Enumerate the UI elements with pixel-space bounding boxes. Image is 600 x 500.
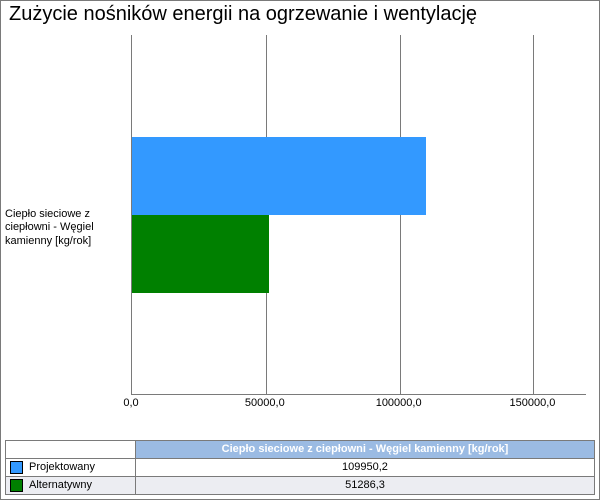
swatch-projektowany (10, 461, 23, 474)
bar-alternatywny (132, 215, 269, 293)
value-projektowany: 109950,2 (136, 459, 594, 476)
legend-label-projektowany: Projektowany (29, 459, 95, 476)
x-tick-label: 100000,0 (376, 397, 422, 409)
chart-container: Zużycie nośników energii na ogrzewanie i… (0, 0, 600, 500)
x-tick-label: 0,0 (123, 397, 138, 409)
x-axis: 0,050000,0100000,0150000,0 (131, 397, 586, 421)
swatch-alternatywny (10, 479, 23, 492)
data-table-header-label: Ciepło sieciowe z ciepłowni - Węgiel kam… (136, 441, 594, 458)
bar-projektowany (132, 137, 426, 215)
y-category-label: Ciepło sieciowe z ciepłowni - Węgiel kam… (5, 35, 130, 421)
legend-key-projektowany: Projektowany (6, 459, 136, 476)
data-table-row-projektowany: Projektowany 109950,2 (6, 458, 594, 476)
data-table-row-alternatywny: Alternatywny 51286,3 (6, 476, 594, 494)
data-table-header-row: Ciepło sieciowe z ciepłowni - Węgiel kam… (6, 441, 594, 458)
data-table: Ciepło sieciowe z ciepłowni - Węgiel kam… (5, 440, 595, 495)
value-alternatywny: 51286,3 (136, 477, 594, 494)
plot-region (131, 35, 586, 395)
grid-line (533, 35, 534, 394)
chart-title: Zużycie nośników energii na ogrzewanie i… (9, 3, 477, 26)
x-tick-label: 50000,0 (245, 397, 285, 409)
data-table-header-spacer (6, 441, 136, 458)
legend-label-alternatywny: Alternatywny (29, 477, 92, 494)
plot-area: Ciepło sieciowe z ciepłowni - Węgiel kam… (1, 35, 599, 421)
legend-key-alternatywny: Alternatywny (6, 477, 136, 494)
x-tick-label: 150000,0 (510, 397, 556, 409)
